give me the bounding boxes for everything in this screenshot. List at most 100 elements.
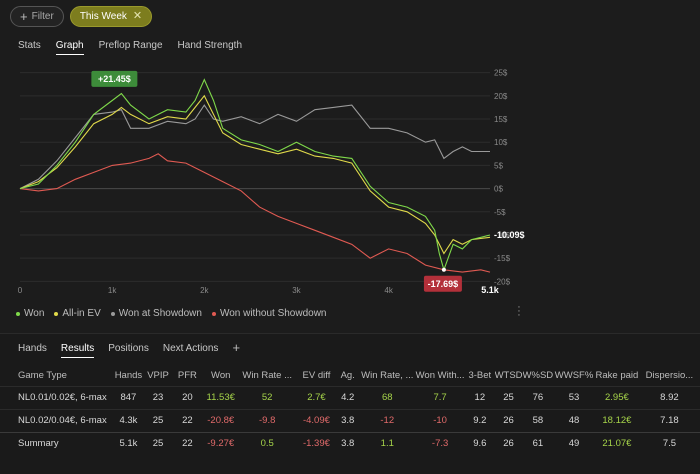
active-filter-chip[interactable]: This Week ✕ [69,6,153,27]
column-header[interactable]: Win Rate ... [242,370,292,382]
more-options-icon[interactable]: · · · [517,301,521,321]
table-cell: 48 [553,408,595,432]
x-tick-label: 1k [108,286,117,295]
table-cell: 20 [170,385,204,409]
table-cell: -1.39€ [296,431,337,455]
table-cell: -20.8€ [203,408,238,432]
column-header[interactable]: 3-Bet [468,370,492,382]
table-cell: 61 [522,431,554,455]
table-cell: 8.92 [638,385,700,409]
table-cell: 52 [237,385,297,409]
table-cell: 25 [494,385,523,409]
legend-item-showdown[interactable]: Won at Showdown [110,308,202,319]
column-header[interactable]: Ag. [340,370,355,382]
y-tick-label: -20$ [494,277,511,286]
table-cell: 53 [553,385,595,409]
column-header[interactable]: W%SD [522,370,554,382]
x-tick-label: 2k [200,286,209,295]
tab-preflop-range[interactable]: Preflop Range [98,40,163,51]
legend-label-ev: All-in EV [62,308,101,319]
add-filter-button[interactable]: + Filter [10,6,64,27]
series-line-ev [19,94,491,255]
column-header[interactable]: Rake paid [595,370,639,382]
table-cell: 25 [145,431,171,455]
tab-stats[interactable]: Stats [18,40,41,51]
table-cell: 58 [522,408,554,432]
column-header[interactable]: Game Type [18,370,67,382]
table-cell: 49 [553,431,595,455]
legend-dot-showdown [110,311,115,316]
table-cell: 1.1 [359,431,416,455]
summary-row[interactable]: Summary 5.1k 25 22 -9.27€ 0.5 -1.39€ 3.8 1.1 -7.3… [0,431,700,455]
table-cell: 12 [465,385,495,409]
tab-next-actions[interactable]: Next Actions [162,343,219,354]
close-icon[interactable]: ✕ [132,10,143,22]
table-cell: -9.8 [237,408,297,432]
legend-label-nonsd: Won without Showdown [219,308,327,319]
table-cell: 25 [145,408,171,432]
table-cell: 18.12€ [594,408,639,432]
table-cell: 68 [359,385,416,409]
peak-label-bg [91,70,138,87]
end-won-label: -10.09$ [494,230,525,240]
game-type-cell: NL0.01/0.02€, 6-max [0,385,112,409]
table-cell: 3.8 [336,431,360,455]
column-header[interactable]: Won With... [415,370,465,382]
y-tick-label: -10$ [494,231,511,240]
peak-label: +21.45$ [98,74,131,84]
column-header[interactable]: Hands [114,370,143,382]
legend-dot-ev [54,311,59,316]
stats-tabs: Hands Results Positions Next Actions + [18,340,241,358]
table-cell: 7.18 [638,408,700,432]
table-cell: -9.27€ [203,431,238,455]
column-header[interactable]: VPIP [147,370,169,382]
series-line-showdown [19,104,490,190]
table-row[interactable]: NL0.02/0.04€, 6-max 4.3k 25 22 -20.8€ -9.8 -4.… [0,408,700,432]
hover-point [441,267,446,272]
tab-graph[interactable]: Graph [55,40,84,55]
table-cell: 11.53€ [203,385,238,409]
tab-positions[interactable]: Positions [108,343,149,354]
view-tabs: Stats Graph Preflop Range Hand Strength [18,40,242,55]
table-cell: 7.5 [638,431,700,455]
legend-item-nonsd[interactable]: Won without Showdown [211,308,327,319]
column-header[interactable]: Won [211,370,231,382]
y-tick-label: 15$ [494,115,508,124]
table-cell: -4.09€ [296,408,337,432]
plus-icon: + [20,9,28,24]
game-type-cell: Summary [0,431,112,455]
y-tick-label: -15$ [494,254,511,263]
add-tab-icon[interactable]: + [232,340,241,355]
table-cell: 2.7€ [296,385,337,409]
column-header[interactable]: WWSF% [554,370,594,382]
tab-hand-strength[interactable]: Hand Strength [177,40,243,51]
chart-legend: Won All-in EV Won at Showdown Won withou… [16,308,327,319]
results-graph: 25$ 20$ 15$ 10$ 5$ 0$ -5$ -10$ -15$ -20$ 0 1k 2k 3k 4k… [18,69,525,295]
legend-item-won[interactable]: Won [16,308,44,319]
table-cell: -12 [359,408,416,432]
add-filter-label: Filter [31,11,54,22]
nonsd-label-bg [423,275,462,292]
column-header[interactable]: PFR [177,370,197,382]
column-header[interactable]: Dispersio... [645,370,694,382]
y-tick-label: 5$ [494,161,503,170]
column-header[interactable]: WTSD [494,370,523,382]
table-cell: 0.5 [237,431,297,455]
series-line-nonsd [19,153,491,273]
table-cell: 22 [170,431,204,455]
column-header[interactable]: EV diff [302,370,331,382]
table-row[interactable]: NL0.01/0.02€, 6-max 847 23 20 11.53€ 52 2.7€ 4.… [0,385,700,409]
column-header[interactable]: Win Rate, ... [361,370,414,382]
filter-bar: + Filter This Week ✕ [10,6,153,28]
tab-hands[interactable]: Hands [18,343,47,354]
tab-results[interactable]: Results [60,343,95,358]
y-tick-label: 0$ [494,185,503,194]
legend-item-ev[interactable]: All-in EV [54,308,101,319]
table-cell: 9.2 [465,408,495,432]
x-end-label: 5.1k [481,285,500,295]
table-cell: 4.3k [111,408,146,432]
x-tick-label: 4k [384,286,393,295]
legend-label-won: Won [24,308,45,319]
table-cell: 21.07€ [594,431,639,455]
table-cell: 3.8 [336,408,360,432]
